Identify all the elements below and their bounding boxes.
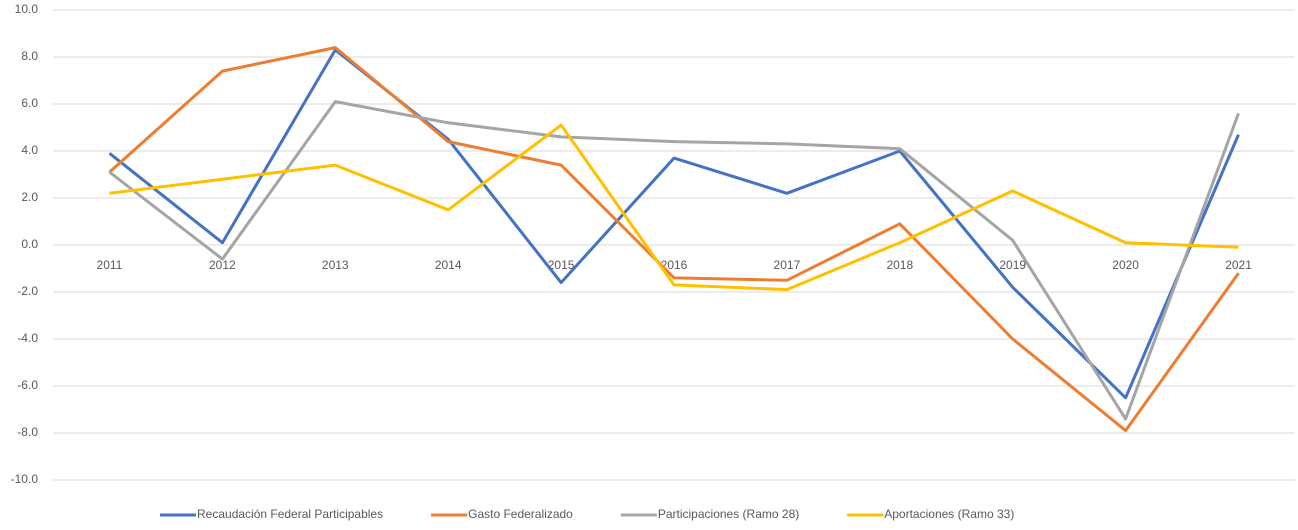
series-line: [108, 48, 1240, 400]
y-tick-label: 10.0: [15, 2, 39, 16]
legend-label: Gasto Federalizado: [468, 507, 573, 521]
x-tick-label: 2020: [1112, 258, 1139, 272]
x-tick-label: 2012: [209, 258, 236, 272]
series-line: [109, 123, 1239, 292]
x-tick-label: 2011: [97, 258, 123, 272]
y-tick-label: -10.0: [11, 472, 39, 486]
y-tick-label: 8.0: [21, 49, 38, 63]
y-tick-label: 6.0: [21, 96, 38, 110]
y-tick-label: -8.0: [17, 425, 38, 439]
x-tick-label: 2021: [1225, 258, 1252, 272]
x-tick-label: 2013: [322, 258, 349, 272]
legend-label: Aportaciones (Ramo 33): [884, 507, 1014, 521]
x-tick-label: 2017: [774, 258, 801, 272]
y-tick-label: -2.0: [17, 284, 38, 298]
x-tick-label: 2018: [886, 258, 913, 272]
y-tick-label: -6.0: [17, 378, 38, 392]
legend-label: Participaciones (Ramo 28): [658, 507, 799, 521]
series-line: [108, 46, 1240, 433]
y-tick-label: 2.0: [21, 190, 38, 204]
x-tick-label: 2015: [548, 258, 575, 272]
y-tick-label: -4.0: [17, 331, 38, 345]
series-line: [108, 100, 1240, 421]
legend-label: Recaudación Federal Participables: [197, 507, 383, 521]
y-tick-label: 4.0: [21, 143, 38, 157]
x-tick-label: 2014: [435, 258, 462, 272]
x-tick-label: 2016: [661, 258, 688, 272]
y-tick-label: 0.0: [21, 237, 38, 251]
x-tick-label: 2019: [999, 258, 1026, 272]
